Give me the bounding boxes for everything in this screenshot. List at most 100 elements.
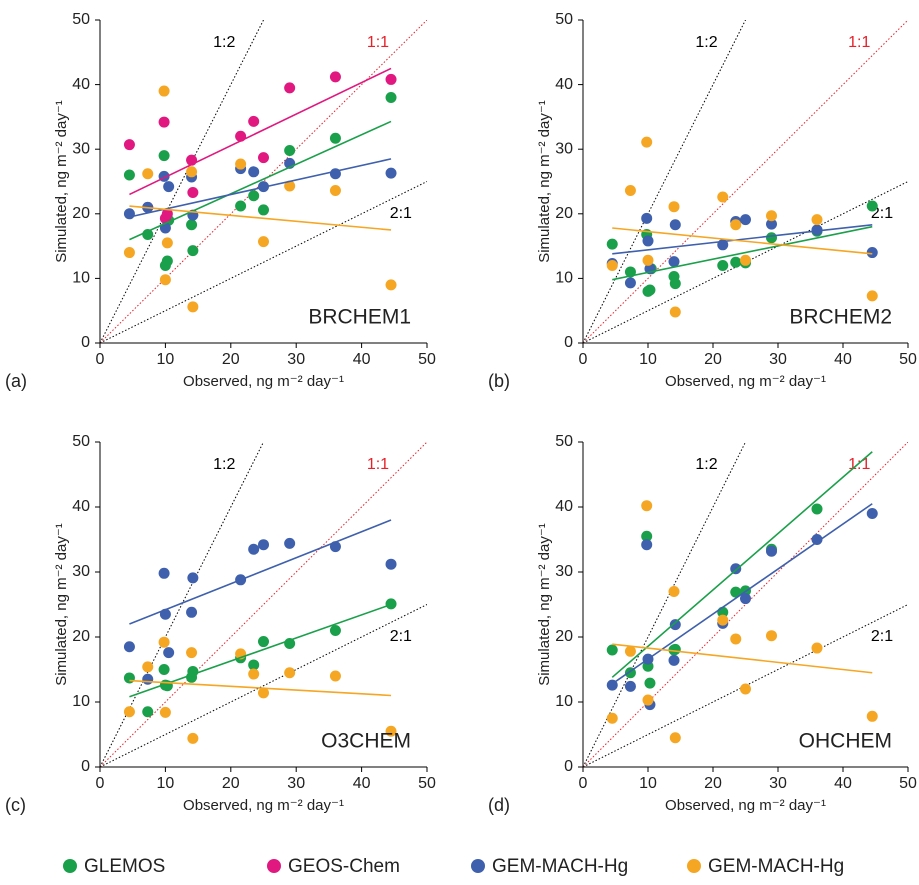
point [186,219,198,231]
x-axis-label: Observed, ng m⁻² day⁻¹ [183,797,344,814]
point [624,185,636,197]
point [159,274,171,286]
x-tick-label: 10 [639,775,657,792]
point [866,290,878,302]
point [668,201,680,213]
point [385,167,397,179]
point [258,204,269,216]
point [766,232,777,244]
point [730,586,742,598]
reference-label: 1:1 [848,34,870,51]
x-tick-label: 50 [418,775,436,792]
y-tick-label: 40 [72,76,90,93]
point [187,572,199,584]
point [186,166,198,178]
point [668,654,680,666]
reference-lines [100,442,427,767]
reference-lines [583,20,908,343]
x-tick-label: 20 [222,775,240,792]
point [717,259,729,271]
trend-line [612,225,873,281]
point [123,247,135,259]
point [811,214,823,226]
point [606,238,618,250]
point [644,677,656,689]
reference-label: 2:1 [871,628,893,645]
panel-name: O3CHEM [321,730,411,753]
reference-line [583,604,908,767]
reference-line [583,20,908,343]
legend-marker [471,859,485,873]
trend-line [129,158,392,218]
x-tick-label: 40 [834,351,852,368]
point [606,259,618,271]
reference-line [100,442,427,767]
point [641,136,653,148]
point [385,598,397,610]
reference-label: 1:2 [695,34,717,51]
point [159,706,171,718]
point [866,508,878,519]
y-tick-label: 40 [72,498,90,515]
point [641,212,653,224]
y-axis-label: Simulated, ng m⁻² day⁻¹ [536,100,553,263]
point [248,543,260,555]
y-tick-label: 10 [555,693,573,710]
point [730,256,742,268]
point [186,647,198,659]
point [235,200,247,212]
y-tick-label: 0 [81,334,90,351]
x-axis-label: Observed, ng m⁻² day⁻¹ [183,373,344,390]
y-tick-label: 30 [555,140,573,157]
x-tick-label: 0 [96,351,105,368]
point [717,614,729,626]
x-tick-label: 0 [579,775,588,792]
y-tick-label: 10 [555,270,573,287]
x-tick-label: 40 [834,775,852,792]
point [284,537,296,549]
x-axis-label: Observed, ng m⁻² day⁻¹ [665,373,826,390]
point [187,301,199,313]
point [158,664,170,675]
reference-line [583,181,908,343]
trend-line [612,227,873,255]
x-tick-label: 50 [899,351,917,368]
reference-label: 1:1 [367,456,389,473]
point [284,667,296,679]
point [385,725,397,737]
point [123,672,135,684]
trend-line [129,120,392,241]
reference-label: 1:1 [367,34,389,51]
point [161,208,173,220]
point [606,644,618,656]
point [766,630,777,642]
y-tick-label: 50 [555,433,573,450]
point [385,73,397,85]
x-tick-label: 30 [287,351,305,368]
point [644,284,656,296]
panel-label: (b) [488,371,510,391]
y-tick-label: 30 [72,140,90,157]
point [123,169,135,181]
legend-label: GLEMOS [84,856,165,877]
trend-line [129,603,392,698]
reference-label: 2:1 [390,205,412,222]
x-tick-label: 30 [769,775,787,792]
point [641,500,653,512]
point [284,144,296,156]
point [123,208,135,220]
point [258,539,269,551]
point [606,712,618,724]
x-tick-label: 50 [899,775,917,792]
point [158,567,170,579]
point [329,670,341,682]
reference-line [100,604,427,767]
panel: 0 10 20 30 40 50 0 10 20 30 40 50 1:2 1:1 2:1 BRCHEM1 Ob… [5,11,436,391]
point [385,92,397,104]
point [740,254,751,266]
point [142,673,154,685]
reference-lines [100,20,427,343]
legend-label: GEM-MACH-Hg [492,856,628,877]
trend-line [129,519,392,625]
